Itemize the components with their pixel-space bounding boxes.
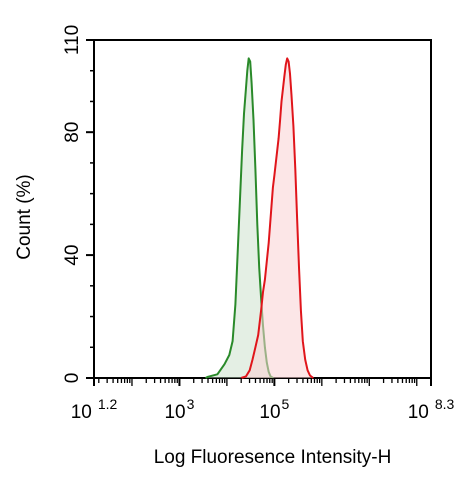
- series-1-fill: [241, 58, 314, 379]
- x-tick-label: 10 1.2: [71, 396, 118, 423]
- x-tick-exponent: 8.3: [435, 396, 455, 412]
- series-1-line: [240, 57, 314, 379]
- x-axis-title: Log Fluoresence Intensity-H: [154, 447, 392, 468]
- x-tick-base: 10: [71, 402, 92, 423]
- y-tick-label: 80: [62, 122, 83, 143]
- y-tick-label: 110: [62, 25, 83, 55]
- x-tick-label: 103: [164, 396, 194, 423]
- x-tick-base: 10: [164, 402, 185, 423]
- y-tick-label: 40: [62, 245, 83, 266]
- x-tick-base: 10: [259, 402, 280, 423]
- y-tick-label: 0: [62, 373, 83, 384]
- x-tick-exponent: 1.2: [98, 396, 118, 412]
- x-tick-exponent: 3: [187, 396, 195, 412]
- x-tick-label: 10 8.3: [408, 396, 455, 423]
- x-tick-exponent: 5: [282, 396, 290, 412]
- x-tick-label: 105: [259, 396, 289, 423]
- series-group: [205, 57, 314, 379]
- axes-group: [86, 39, 432, 386]
- x-tick-labels: 10 1.2 103 105 10 8.3: [71, 396, 455, 423]
- y-axis-title: Count (%): [14, 174, 35, 260]
- y-tick-labels: 0 40 80 110: [62, 25, 83, 383]
- x-tick-base: 10: [408, 402, 429, 423]
